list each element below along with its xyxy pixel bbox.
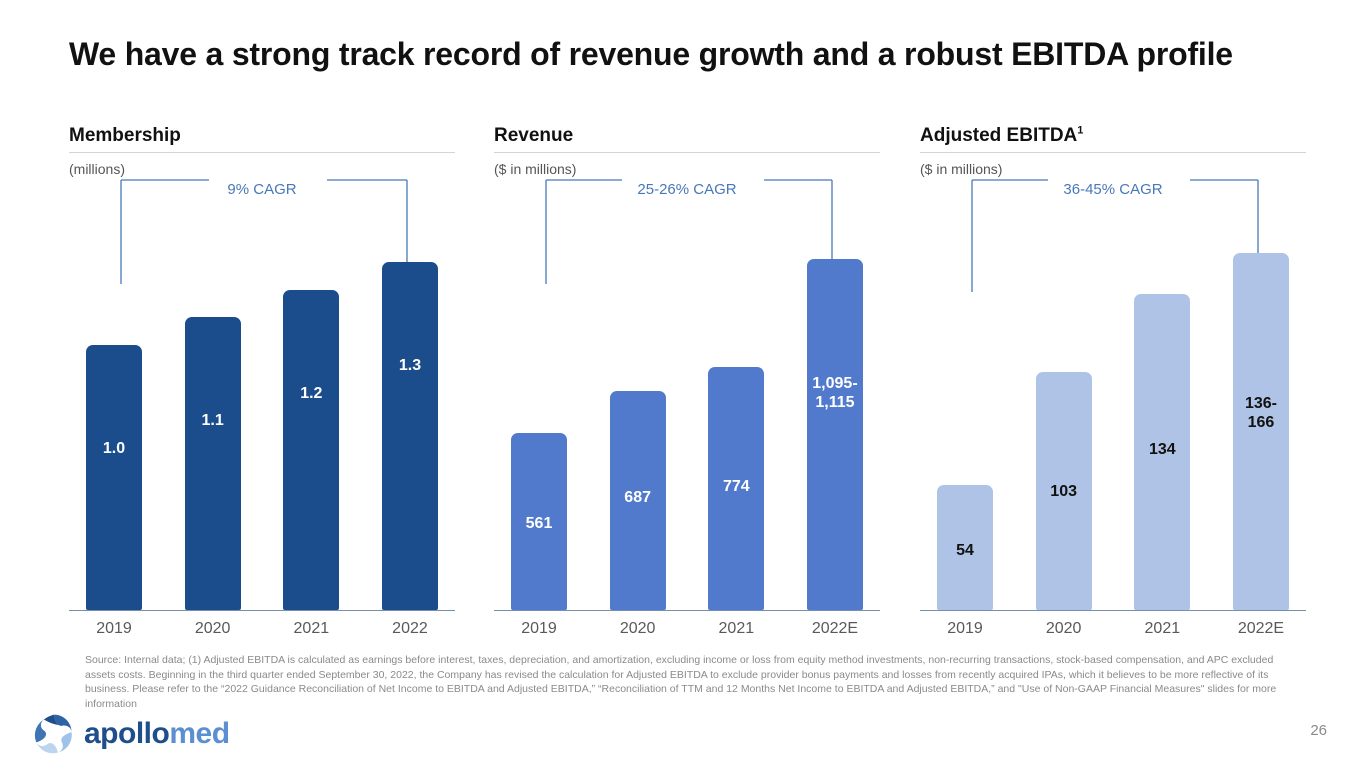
page-title: We have a strong track record of revenue… (69, 36, 1233, 72)
cagr-label-revenue: 25-26% CAGR (637, 181, 737, 198)
bar-slot: 103 (1033, 236, 1095, 610)
chart-title-adjusted-ebitda: Adjusted EBITDA1 (920, 124, 1306, 148)
x-tick-label: 2021 (293, 620, 330, 637)
bar-2021[interactable]: 1.2 (283, 290, 340, 610)
x-axis-labels-revenue: 2019 2020 2021 2022E (494, 620, 880, 638)
bar-2021[interactable]: 134 (1134, 294, 1191, 610)
logo-text-apollo: apollo (84, 717, 170, 750)
bar-value-label: 561 (525, 515, 553, 532)
footnote-text: Source: Internal data; (1) Adjusted EBIT… (85, 654, 1277, 710)
bar-value-label: 1,095- 1,115 (812, 375, 858, 411)
bar-slot: 1,095- 1,115 (804, 236, 866, 610)
x-tick-label: 2019 (96, 620, 132, 637)
bar-2020[interactable]: 687 (609, 391, 666, 610)
bar-2019[interactable]: 1.0 (86, 345, 142, 610)
x-axis-line (920, 610, 1306, 611)
plot-area-membership: 1.0 1.1 1.2 1.3 (69, 236, 455, 611)
bar-2021[interactable]: 774 (708, 367, 765, 610)
bar-slot: 1.0 (83, 236, 145, 610)
apollomed-swirl-icon (34, 714, 72, 754)
plot-area-revenue: 561 687 774 1,095- 1,115 (494, 236, 880, 611)
chart-panel-adjusted-ebitda: Adjusted EBITDA1 ($ in millions) 36-45% … (920, 124, 1306, 654)
bar-2020[interactable]: 1.1 (184, 317, 241, 610)
x-tick-label: 2020 (194, 620, 231, 637)
bar-slot: 136- 166 (1230, 236, 1292, 610)
chart-units-membership: (millions) (69, 161, 125, 177)
bar-2022[interactable]: 1.3 (381, 262, 438, 610)
bar-value-label: 1.3 (398, 357, 422, 374)
bar-group-membership: 1.0 1.1 1.2 1.3 (69, 236, 455, 610)
chart-panel-membership: Membership (millions) 9% CAGR 1.0 (69, 124, 455, 654)
x-axis-line (494, 610, 880, 611)
bar-slot: 54 (934, 236, 996, 610)
bar-2020[interactable]: 103 (1035, 372, 1092, 610)
bar-value-label: 774 (722, 478, 750, 495)
bar-2022e[interactable]: 1,095- 1,115 (806, 259, 863, 610)
bar-slot: 1.3 (379, 236, 441, 610)
bar-slot: 1.1 (182, 236, 244, 610)
bar-value-label: 1.1 (201, 412, 224, 429)
apollomed-logo: apollomed (32, 712, 230, 756)
bar-value-label: 134 (1148, 441, 1176, 458)
x-tick-label: 2022E (811, 620, 859, 637)
x-tick-label: 2019 (521, 620, 557, 637)
chart-title-membership: Membership (69, 124, 455, 148)
x-tick-label: 2020 (1045, 620, 1082, 637)
bar-slot: 1.2 (280, 236, 342, 610)
x-tick-label: 2022 (392, 620, 428, 637)
logo-wordmark: apollomed (84, 719, 230, 749)
x-tick-label: 2019 (947, 620, 983, 637)
cagr-label-adjusted-ebitda: 36-45% CAGR (1063, 181, 1163, 198)
chart-title-text: Membership (69, 125, 181, 146)
page-number: 26 (1310, 722, 1327, 739)
plot-area-adjusted-ebitda: 54 103 134 136- 166 (920, 236, 1306, 611)
bar-slot: 134 (1131, 236, 1193, 610)
title-divider (920, 152, 1306, 153)
x-tick-label: 2021 (718, 620, 755, 637)
title-divider (494, 152, 880, 153)
bar-value-label: 687 (624, 489, 652, 506)
bar-value-label: 1.2 (300, 385, 323, 402)
bar-slot: 687 (607, 236, 669, 610)
chart-title-text: Revenue (494, 125, 574, 146)
x-axis-line (69, 610, 455, 611)
bar-value-label: 103 (1050, 483, 1078, 500)
bar-group-revenue: 561 687 774 1,095- 1,115 (494, 236, 880, 610)
title-divider (69, 152, 455, 153)
x-axis-labels-adjusted-ebitda: 2019 2020 2021 2022E (920, 620, 1306, 638)
bar-slot: 774 (705, 236, 767, 610)
bar-group-adjusted-ebitda: 54 103 134 136- 166 (920, 236, 1306, 610)
bar-2019[interactable]: 54 (937, 485, 993, 610)
cagr-label-membership: 9% CAGR (227, 181, 297, 198)
x-axis-labels-membership: 2019 2020 2021 2022 (69, 620, 455, 638)
bar-value-label: 136- 166 (1244, 395, 1277, 431)
x-tick-label: 2021 (1144, 620, 1181, 637)
bar-value-label: 54 (956, 542, 974, 559)
chart-title-text: Adjusted EBITDA (920, 125, 1078, 146)
logo-text-med: med (169, 717, 230, 750)
bar-value-label: 1.0 (102, 440, 126, 457)
chart-units-adjusted-ebitda: ($ in millions) (920, 161, 1003, 177)
x-tick-label: 2022E (1237, 620, 1285, 637)
bar-2019[interactable]: 561 (511, 433, 567, 610)
chart-panel-revenue: Revenue ($ in millions) 25-26% CAGR 561 (494, 124, 880, 654)
bar-2022e[interactable]: 136- 166 (1232, 253, 1289, 610)
chart-title-superscript: 1 (1077, 124, 1084, 137)
x-tick-label: 2020 (619, 620, 656, 637)
chart-units-revenue: ($ in millions) (494, 161, 577, 177)
charts-container: Membership (millions) 9% CAGR 1.0 (0, 124, 1365, 654)
bar-slot: 561 (508, 236, 570, 610)
chart-title-revenue: Revenue (494, 124, 880, 148)
